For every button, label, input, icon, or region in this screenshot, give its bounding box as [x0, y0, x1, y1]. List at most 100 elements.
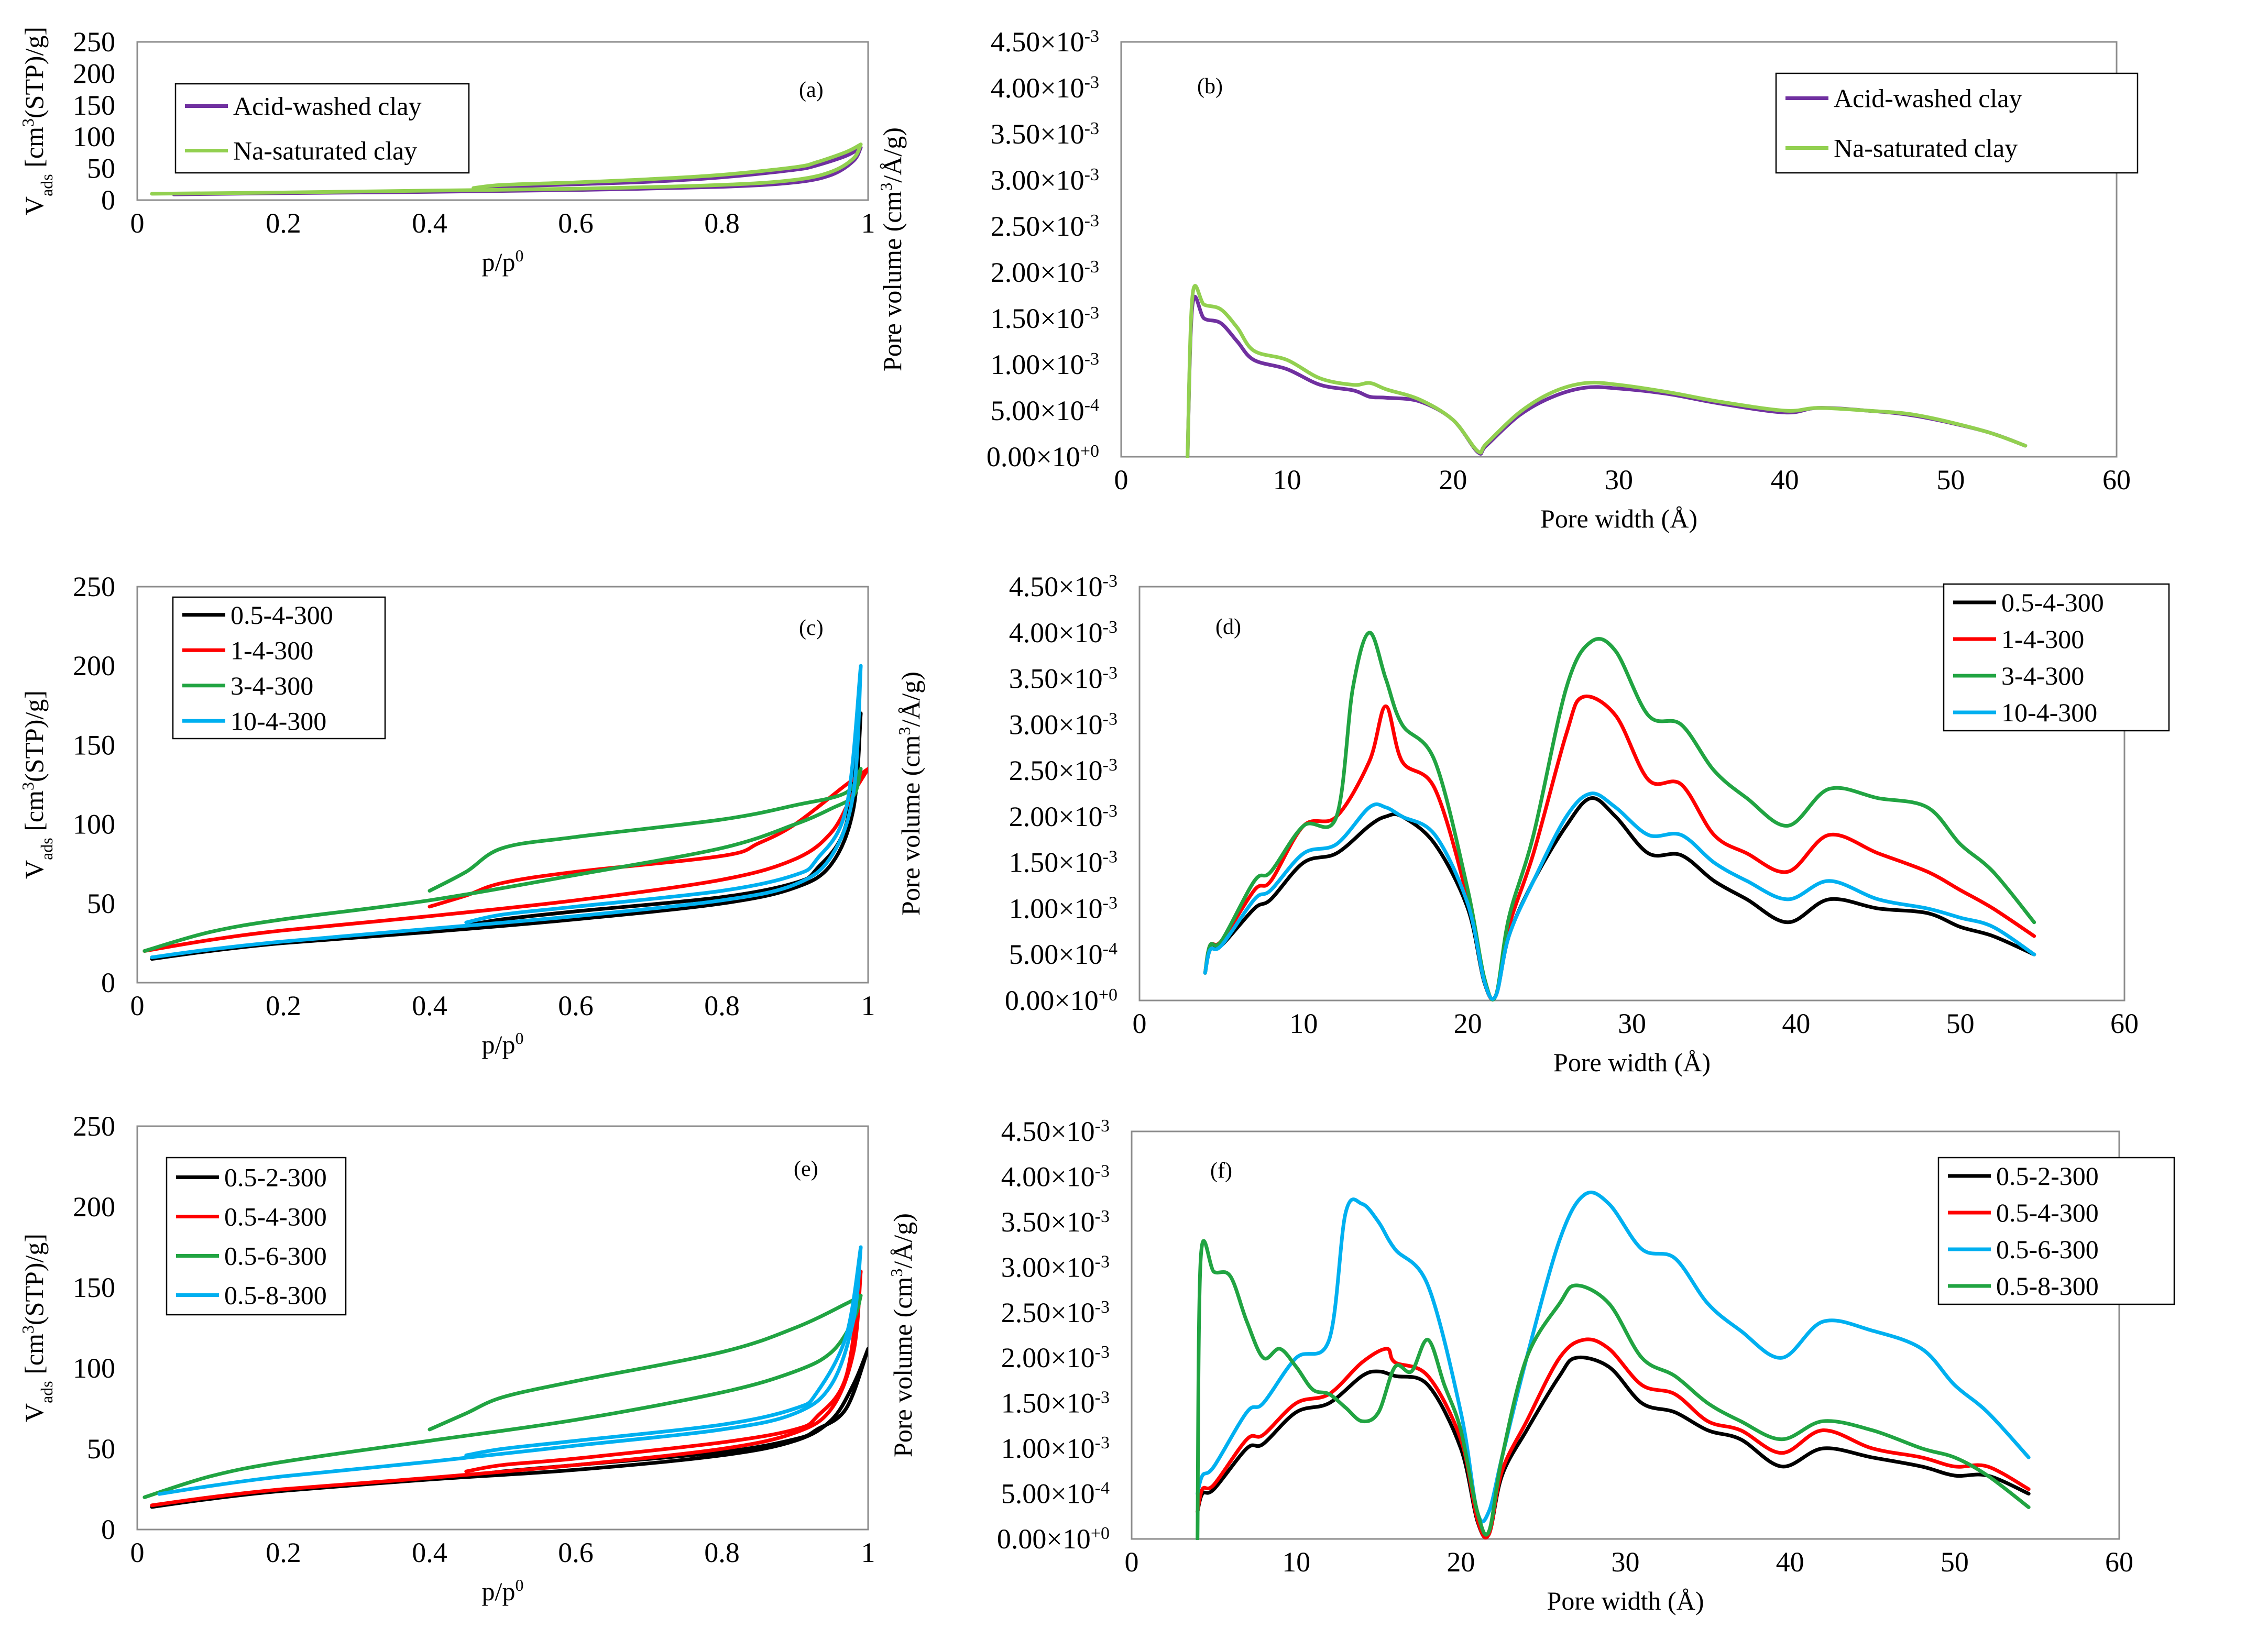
y-tick-label: 100 [73, 809, 115, 840]
x-tick-label: 0.6 [558, 207, 594, 239]
x-tick-label: 0 [1133, 1008, 1147, 1039]
x-axis-title: p/p0 [482, 1029, 524, 1059]
y-tick-label: 150 [73, 729, 115, 761]
y-axis-title: Vads [cm3(STP)/g] [18, 690, 56, 879]
series-line-0.5-4-300-desorption [464, 1269, 863, 1473]
legend: 0.5-4-300 1-4-300 3-4-300 10-4-300 [172, 596, 386, 740]
series-line-0.5-6-300-adsorption [143, 1293, 863, 1499]
x-tick-label: 30 [1605, 464, 1633, 496]
legend-label: 0.5-2-300 [1996, 1161, 2099, 1191]
x-tick-label: 60 [2105, 1546, 2133, 1578]
x-tick-label: 0.8 [704, 990, 740, 1021]
x-tick-label: 30 [1618, 1008, 1646, 1039]
y-axis-title: Pore volume (cm3/Å/g) [895, 672, 925, 916]
x-tick-label: 0.2 [266, 990, 301, 1021]
legend: Acid-washed clay Na-saturated clay [1775, 72, 2139, 174]
y-tick-label: 4.50×10-3 [1009, 571, 1117, 602]
series-line-1-4-300 [1203, 694, 2036, 1002]
legend: 0.5-2-300 0.5-4-300 0.5-6-300 0.5-8-300 [166, 1157, 347, 1316]
series-line-0.5-8-300-desorption [464, 1245, 863, 1457]
plot-area [136, 586, 869, 984]
y-tick-label: 4.00×10-3 [1001, 1161, 1110, 1192]
x-tick-label: 50 [1936, 464, 1965, 496]
legend-label: Na-saturated clay [1834, 134, 2018, 163]
x-tick-label: 30 [1612, 1546, 1640, 1578]
y-tick-label: 2.00×10-3 [1009, 801, 1117, 832]
y-tick-label: 0.00×10+0 [987, 441, 1099, 472]
legend: 0.5-4-300 1-4-300 3-4-300 10-4-300 [1943, 583, 2170, 732]
chart-panel-e: 0 0.2 0.4 0.6 0.8 1 0 50 100 150 200 250 p/p0 Vads [c… [18, 1110, 875, 1606]
legend-box [166, 1157, 347, 1316]
legend-label: 10-4-300 [231, 706, 326, 735]
y-tick-label: 200 [73, 1191, 115, 1223]
x-tick-label: 0.8 [704, 207, 740, 239]
y-tick-label: 100 [73, 121, 115, 152]
x-tick-label: 0 [130, 207, 145, 239]
x-tick-label: 20 [1439, 464, 1467, 496]
legend-box [1937, 1157, 2175, 1305]
legend-label: 0.5-4-300 [2001, 588, 2104, 617]
y-tick-label: 50 [87, 888, 115, 919]
series-line-Acid-washed clay-desorption [472, 146, 863, 191]
series-line-0.5-8-300 [1196, 1239, 2031, 1540]
x-tick-label: 1 [861, 207, 875, 239]
y-tick-label: 2.50×10-3 [1001, 1297, 1110, 1328]
y-tick-label: 2.00×10-3 [1001, 1342, 1110, 1373]
legend-label: 3-4-300 [2001, 661, 2084, 690]
y-tick-label: 250 [73, 571, 115, 602]
x-tick-label: 0 [1114, 464, 1128, 496]
y-tick-label: 1.00×10-3 [991, 349, 1099, 380]
y-tick-label: 1.50×10-3 [991, 303, 1099, 334]
y-tick-label: 3.00×10-3 [1001, 1251, 1110, 1283]
x-tick-label: 0.6 [558, 990, 594, 1021]
y-tick-label: 3.00×10-3 [1009, 709, 1117, 740]
panel-letter: (c) [799, 616, 824, 640]
panel-letter: (f) [1210, 1159, 1232, 1183]
panel-letter: (a) [799, 78, 824, 102]
series-line-10-4-300-desorption [464, 664, 863, 925]
y-tick-label: 50 [87, 153, 115, 184]
series-line-1-4-300-adsorption [143, 767, 868, 953]
y-tick-label: 3.00×10-3 [991, 164, 1099, 196]
y-tick-label: 200 [73, 650, 115, 681]
x-tick-label: 1 [861, 990, 875, 1021]
x-tick-label: 0.4 [412, 207, 447, 239]
x-tick-label: 0 [130, 990, 145, 1021]
panel-letter: (e) [794, 1157, 818, 1181]
legend-label: 10-4-300 [2001, 698, 2097, 727]
y-tick-label: 0.00×10+0 [997, 1523, 1110, 1555]
x-axis-title: Pore width (Å) [1540, 504, 1697, 533]
y-tick-label: 0 [101, 184, 115, 216]
legend-label: 0.5-2-300 [224, 1163, 327, 1192]
chart-panel-c: 0 0.2 0.4 0.6 0.8 1 0 50 100 150 200 250 p/p0 Vads [c… [18, 571, 875, 1059]
series-line-0.5-4-300 [1196, 1337, 2031, 1539]
y-tick-label: 0 [101, 967, 115, 998]
series-line-Na-saturated clay-adsorption [150, 142, 863, 196]
legend-label: 0.5-4-300 [1996, 1198, 2099, 1227]
series-line-10-4-300 [1203, 791, 2036, 1001]
y-tick-label: 5.00×10-4 [1001, 1478, 1110, 1510]
series-line-3-4-300 [1203, 631, 2036, 1002]
y-tick-label: 2.00×10-3 [991, 257, 1099, 288]
y-tick-label: 4.50×10-3 [991, 26, 1099, 58]
y-tick-label: 1.50×10-3 [1009, 847, 1117, 878]
x-tick-label: 40 [1782, 1008, 1810, 1039]
y-axis-title: Vads [cm3(STP)/g] [18, 1234, 56, 1422]
legend-label: 1-4-300 [231, 635, 313, 665]
x-axis-title: p/p0 [482, 1576, 524, 1606]
legend-label: 0.5-8-300 [1996, 1271, 2099, 1301]
y-tick-label: 1.00×10-3 [1009, 893, 1117, 924]
y-tick-label: 250 [73, 1110, 115, 1142]
y-tick-label: 150 [73, 90, 115, 121]
series-line-1-4-300-desorption [428, 767, 868, 909]
y-tick-label: 150 [73, 1272, 115, 1303]
legend-label: 0.5-4-300 [231, 600, 333, 630]
series-line-Na-saturated clay-desorption [472, 142, 863, 190]
y-tick-label: 100 [73, 1352, 115, 1384]
y-tick-label: 50 [87, 1433, 115, 1465]
x-axis-title: Pore width (Å) [1553, 1048, 1711, 1077]
legend: Acid-washed clay Na-saturated clay [174, 83, 470, 174]
series-line-10-4-300-adsorption [150, 664, 863, 960]
